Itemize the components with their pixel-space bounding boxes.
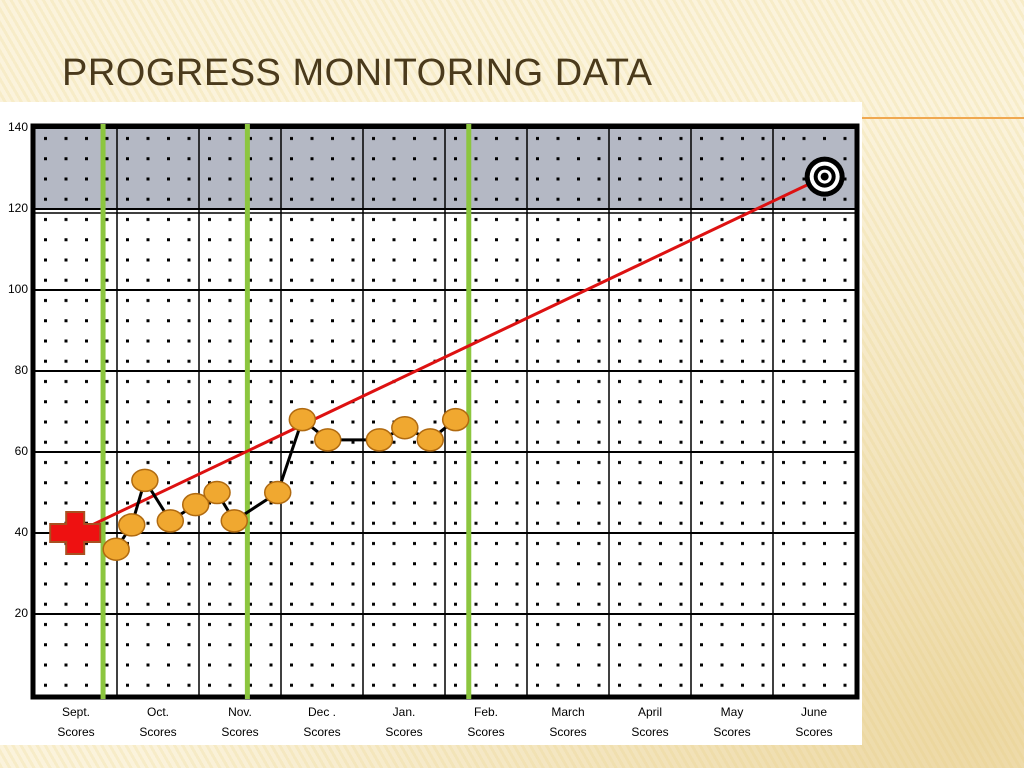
y-tick-label: 140 xyxy=(8,120,28,134)
x-tick-sublabel: Scores xyxy=(795,725,832,739)
x-tick-sublabel: Scores xyxy=(549,725,586,739)
x-tick-sublabel: Scores xyxy=(467,725,504,739)
baseline-mark xyxy=(49,511,102,555)
score-point xyxy=(220,509,249,533)
score-point xyxy=(203,480,231,505)
score-point xyxy=(441,407,470,432)
x-tick-label: Sept. xyxy=(62,705,90,719)
x-tick-label: May xyxy=(721,705,744,719)
score-point xyxy=(416,428,444,452)
x-tick-sublabel: Scores xyxy=(139,725,176,739)
x-tick-sublabel: Scores xyxy=(713,725,750,739)
x-tick-sublabel: Scores xyxy=(385,725,422,739)
score-point xyxy=(131,468,159,493)
score-point xyxy=(313,428,342,452)
y-tick-label: 20 xyxy=(15,606,29,620)
x-tick-label: June xyxy=(801,705,827,719)
score-point xyxy=(263,480,292,505)
y-tick-label: 60 xyxy=(15,444,29,458)
score-point xyxy=(288,407,317,432)
x-tick-label: Feb. xyxy=(474,705,498,719)
y-tick-label: 80 xyxy=(15,363,29,377)
score-point xyxy=(391,415,419,440)
x-tick-label: April xyxy=(638,705,662,719)
score-point xyxy=(156,509,185,533)
score-point xyxy=(181,492,210,517)
y-tick-label: 100 xyxy=(8,282,28,296)
goal-mark xyxy=(820,172,829,181)
score-point xyxy=(118,513,146,537)
divider xyxy=(862,117,1024,119)
x-tick-label: Dec . xyxy=(308,705,336,719)
score-point xyxy=(102,537,130,561)
x-tick-label: Nov. xyxy=(228,705,252,719)
y-tick-label: 120 xyxy=(8,201,28,215)
slide-title: PROGRESS MONITORING DATA xyxy=(62,52,653,94)
x-tick-label: March xyxy=(551,705,584,719)
y-tick-label: 40 xyxy=(15,525,29,539)
score-point xyxy=(365,428,394,452)
x-tick-sublabel: Scores xyxy=(303,725,340,739)
plot-frame xyxy=(30,123,860,700)
x-tick-label: Jan. xyxy=(393,705,416,719)
aim-line xyxy=(74,175,826,535)
x-tick-sublabel: Scores xyxy=(631,725,668,739)
x-tick-sublabel: Scores xyxy=(221,725,258,739)
x-tick-label: Oct. xyxy=(147,705,169,719)
x-tick-sublabel: Scores xyxy=(57,725,94,739)
